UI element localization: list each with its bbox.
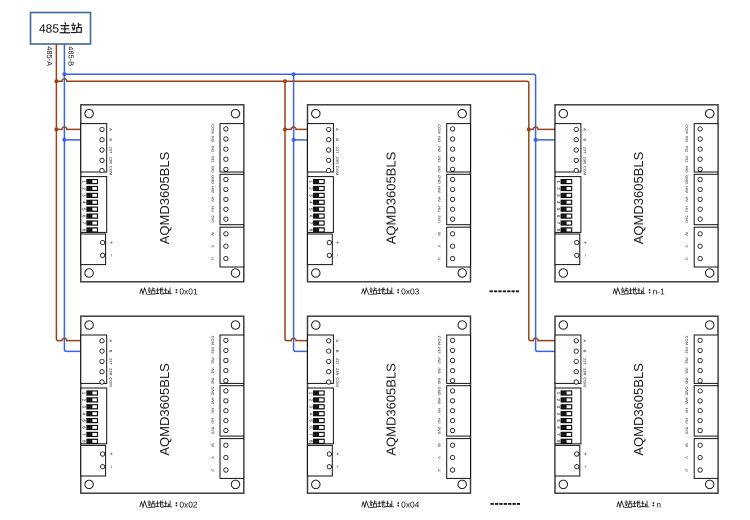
svg-text:0x02: 0x02 xyxy=(179,500,198,510)
svg-text:0x04: 0x04 xyxy=(401,500,420,510)
svg-text:485-A: 485-A xyxy=(45,46,54,66)
svg-text:485: 485 xyxy=(39,22,59,36)
svg-text:0x03: 0x03 xyxy=(401,286,420,296)
svg-text:n: n xyxy=(656,500,661,510)
svg-text:n-1: n-1 xyxy=(653,286,665,296)
svg-text:485-B: 485-B xyxy=(67,46,76,66)
svg-text:0x01: 0x01 xyxy=(179,286,198,296)
